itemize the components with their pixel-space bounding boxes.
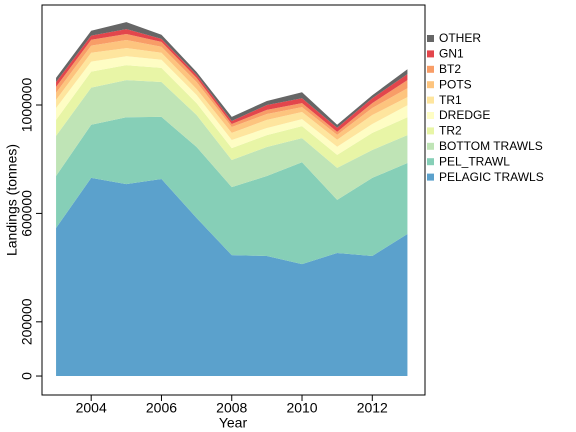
area — [56, 80, 408, 200]
area — [56, 48, 408, 147]
x-tick-label: 2010 — [286, 400, 317, 416]
legend-label: BT2 — [439, 62, 461, 76]
legend-label: BOTTOM TRAWLS — [439, 139, 543, 153]
area — [56, 56, 408, 155]
legend-swatch — [427, 35, 434, 42]
legend-label: DREDGE — [439, 108, 490, 122]
x-tick-label: 2004 — [76, 400, 107, 416]
legend-label: PEL_TRAWL — [439, 154, 510, 168]
legend-swatch — [427, 112, 434, 119]
legend-swatch — [427, 142, 434, 150]
x-axis-label: Year — [219, 415, 248, 431]
area — [56, 33, 408, 135]
legend-label: TR1 — [439, 93, 462, 107]
area — [56, 65, 408, 168]
legend-label: GN1 — [439, 47, 464, 61]
x-tick-label: 2006 — [146, 400, 177, 416]
legend-swatch — [427, 65, 434, 73]
area — [56, 39, 408, 140]
y-tick-label: 600000 — [19, 190, 35, 237]
legend-swatch — [427, 96, 434, 104]
area — [56, 22, 408, 128]
legend-swatch — [427, 81, 434, 89]
y-axis-label: Landings (tonnes) — [4, 144, 20, 256]
y-tick-label: 200000 — [19, 298, 35, 345]
plot-frame — [41, 4, 426, 396]
legend-swatch — [427, 173, 434, 181]
legend-label: PELAGIC TRAWLS — [439, 170, 544, 184]
area — [56, 116, 408, 265]
area — [56, 177, 408, 377]
legend-swatch — [427, 50, 434, 58]
legend-swatch — [427, 127, 434, 135]
legend-swatch — [427, 158, 434, 166]
y-tick-label: 1000000 — [19, 78, 35, 133]
area — [56, 29, 408, 132]
legend-label: OTHER — [439, 31, 481, 45]
x-tick-label: 2012 — [357, 400, 388, 416]
legend-label: POTS — [439, 77, 472, 91]
x-tick-label: 2008 — [216, 400, 247, 416]
legend-label: TR2 — [439, 124, 462, 138]
y-tick-label: 0 — [19, 372, 35, 380]
